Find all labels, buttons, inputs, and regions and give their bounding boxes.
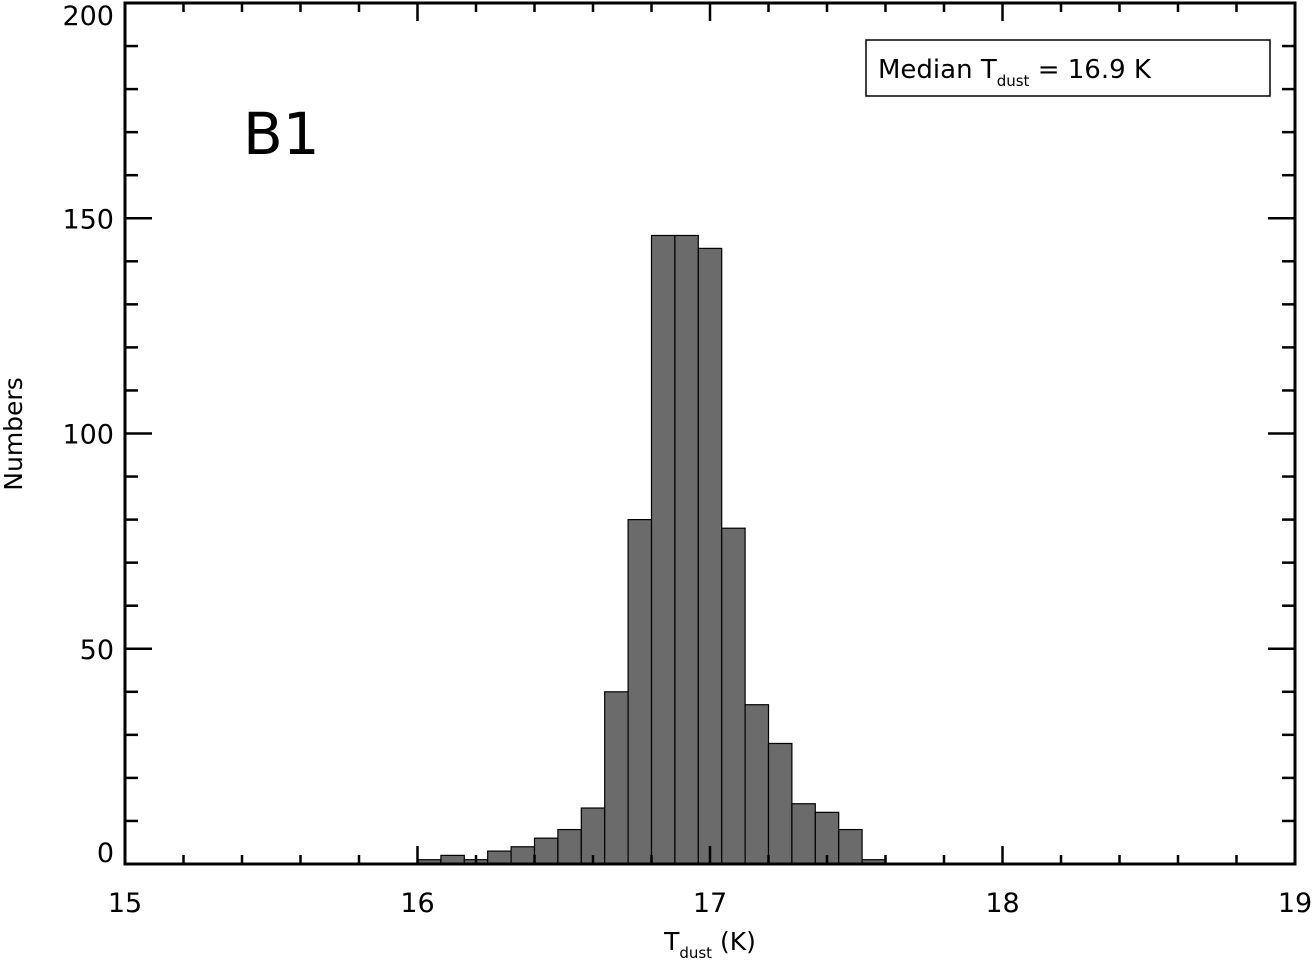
histogram-bar-13 [721,527,746,865]
x-tick-label-17: 17 [693,888,727,919]
x-axis-title-main: T [663,927,680,956]
histogram-bar-14 [744,704,770,865]
panel-label: B1 [243,100,320,168]
histogram-bar-12 [697,247,723,865]
histogram-bar-11 [674,234,699,865]
y-tick-label-50: 50 [80,635,114,666]
histogram-bar-9 [627,518,653,865]
legend-frame [865,39,1271,97]
histogram-bars [416,234,887,865]
axis-ticks [123,1,1297,866]
y-axis-title: Numbers [0,377,28,490]
histogram-bar-8 [604,691,629,865]
histogram-bar-15 [767,742,793,865]
x-tick-label-18: 18 [985,888,1019,919]
plot-frame [123,1,1297,866]
tick-labels: 15 16 17 18 19 0 50 100 150 200 [62,1,1312,919]
y-tick-label-150: 150 [62,204,114,235]
histogram-bar-18 [838,828,863,865]
legend-prefix: Median T [878,55,997,85]
x-axis-title: Tdust (K) [663,927,756,962]
legend-box: Median Tdust = 16.9 K [865,39,1271,97]
histogram-bar-6 [557,828,582,865]
y-tick-label-0: 0 [97,838,114,869]
x-tick-label-19: 19 [1278,888,1312,919]
histogram-bar-5 [533,837,559,865]
x-axis-title-unit: (K) [712,927,756,956]
x-axis-title-sub: dust [679,944,712,962]
y-tick-label-100: 100 [62,420,114,451]
legend-sub: dust [997,72,1030,90]
histogram-bar-10 [650,234,676,865]
legend-text: Median Tdust = 16.9 K [878,55,1152,90]
x-tick-label-16: 16 [400,888,434,919]
x-tick-label-15: 15 [108,888,142,919]
legend-suffix: = 16.9 K [1029,55,1151,85]
histogram-bar-3 [487,850,512,865]
y-tick-label-200: 200 [62,1,114,32]
histogram-bar-4 [510,846,536,865]
histogram-bar-16 [791,803,816,865]
